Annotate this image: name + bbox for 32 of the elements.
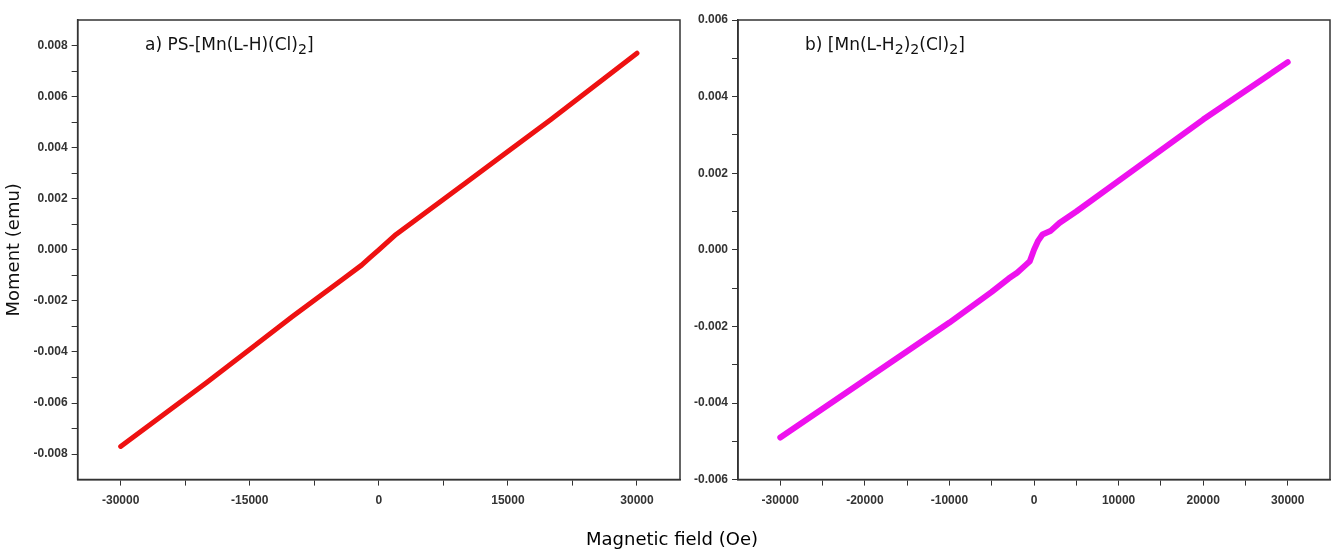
y-tick-label: 0.002 xyxy=(37,191,68,206)
text: a) PS-[Mn(L-H)(Cl)$_{2}$] xyxy=(145,34,314,58)
y-tick-label: 0.000 xyxy=(697,242,729,257)
text: b) [Mn(L-H$_{2}$)$_{2}$(Cl)$_{2}$] xyxy=(805,34,965,58)
y-tick-label: -0.004 xyxy=(693,395,729,410)
y-axis-title: Moment (emu) xyxy=(2,183,24,317)
x-tick-label: -20000 xyxy=(846,493,884,508)
y-tick-label: -0.008 xyxy=(33,446,68,461)
y-tick-label: -0.004 xyxy=(33,344,68,359)
y-tick-label: 0.008 xyxy=(37,37,68,52)
y-tick-label: -0.006 xyxy=(33,395,68,410)
x-tick-label: -30000 xyxy=(761,493,800,508)
y-tick-label: -0.006 xyxy=(693,471,729,486)
x-tick-label: -10000 xyxy=(930,493,969,508)
x-tick-label: 15000 xyxy=(491,493,525,508)
x-tick-label: 0 xyxy=(1030,493,1038,508)
y-tick-label: -0.002 xyxy=(693,318,729,333)
y-tick-label: 0.002 xyxy=(697,165,729,180)
y-tick-label: 0.004 xyxy=(37,139,68,154)
x-tick-label: 0 xyxy=(375,493,383,508)
y-tick-label: -0.002 xyxy=(33,293,68,308)
x-tick-label: -15000 xyxy=(231,493,269,508)
y-tick-label: 0.004 xyxy=(697,88,729,103)
x-axis-title: Magnetic field (Oe) xyxy=(585,528,759,549)
x-tick-label: 30000 xyxy=(1271,493,1305,508)
y-tick-label: 0.006 xyxy=(37,88,68,103)
x-tick-label: 20000 xyxy=(1186,493,1221,508)
x-tick-label: 30000 xyxy=(620,493,654,508)
x-tick-label: -30000 xyxy=(101,493,140,508)
y-tick-label: 0.006 xyxy=(697,12,729,27)
x-tick-label: 10000 xyxy=(1101,493,1136,508)
y-tick-label: 0.000 xyxy=(37,242,68,257)
